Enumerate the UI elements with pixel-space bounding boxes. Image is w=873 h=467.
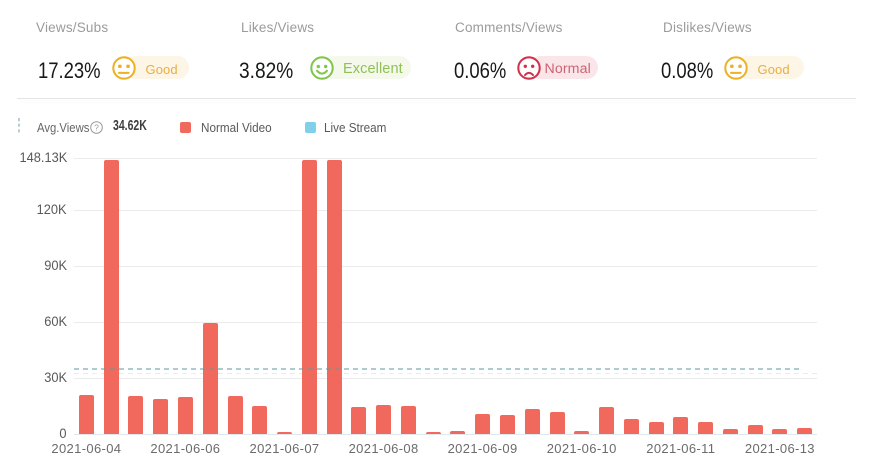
svg-text:?: ? xyxy=(94,122,99,132)
